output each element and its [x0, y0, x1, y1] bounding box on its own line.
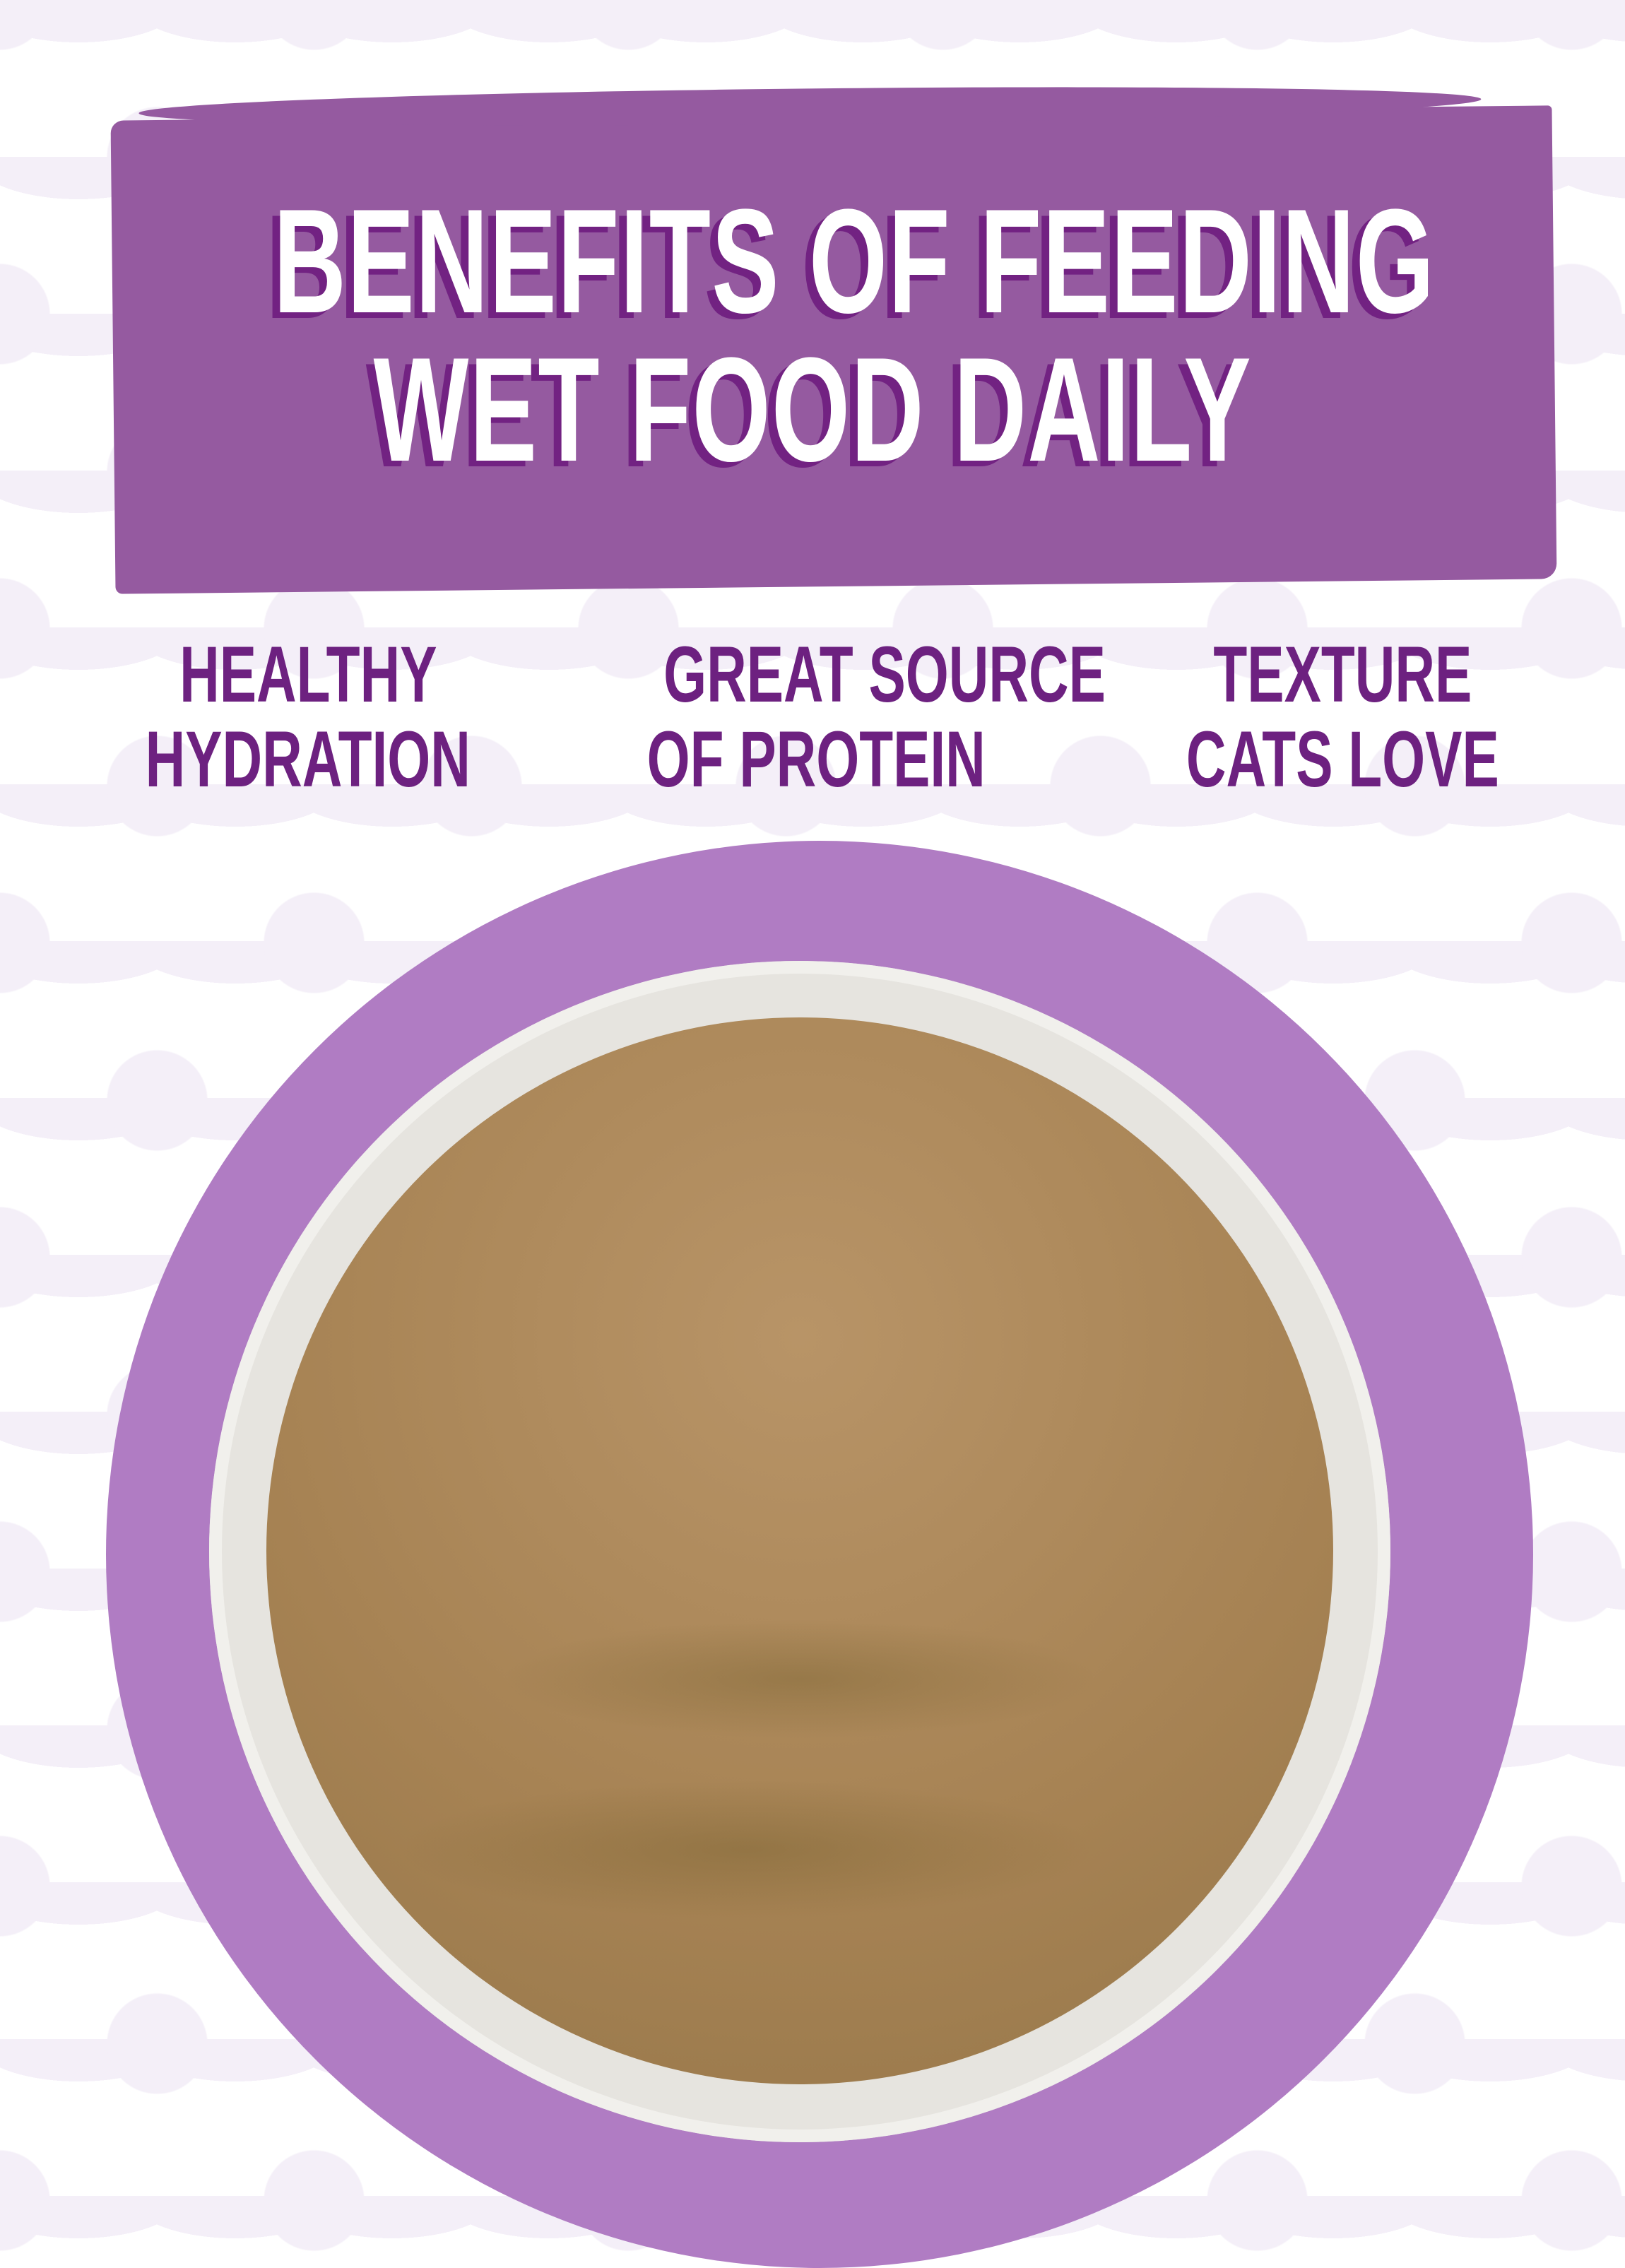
benefit-protein: GREAT SOURCE OF PROTEIN	[569, 632, 1105, 803]
benefit-line: GREAT SOURCE	[663, 630, 1106, 719]
benefit-texture: TEXTURE CATS LOVE	[1095, 632, 1590, 802]
benefit-line: HYDRATION	[145, 715, 471, 803]
title-line-1: BENEFITS OF FEEDING	[0, 187, 1625, 336]
benefit-line: HEALTHY	[179, 630, 437, 719]
wet-food-image	[266, 1017, 1333, 2084]
benefit-hydration: HEALTHY HYDRATION	[61, 632, 555, 802]
benefit-line: TEXTURE	[1213, 630, 1472, 719]
benefit-line: CATS LOVE	[1186, 715, 1499, 803]
title-line-2: WET FOOD DAILY	[0, 336, 1625, 484]
title-text: BENEFITS OF FEEDING	[273, 178, 1436, 344]
benefit-line: OF PROTEIN	[646, 715, 986, 803]
title-text: WET FOOD DAILY	[373, 326, 1252, 492]
